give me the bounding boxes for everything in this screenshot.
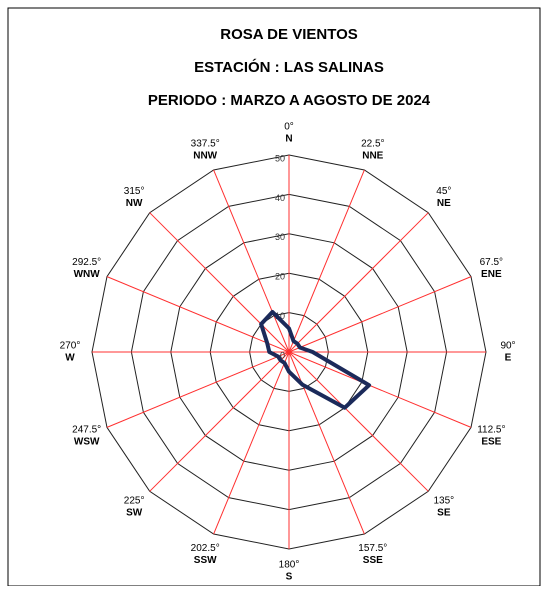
direction-label: NNW [193,150,217,161]
direction-label: W [65,353,75,364]
direction-label: SSW [194,555,217,566]
direction-label: NE [437,198,451,209]
spoke [106,351,290,428]
tick-label: 50 [275,153,285,163]
chart-period: PERIODO : MARZO A AGOSTO DE 2024 [148,92,431,109]
direction-label: E [505,353,512,364]
chart-subtitle: ESTACIÓN : LAS SALINAS [194,58,384,76]
spoke [288,351,472,428]
direction-label: N [285,134,292,145]
tick-label: 30 [275,232,285,242]
frame [7,7,541,587]
direction-label: SE [437,507,451,518]
series-line [259,309,372,410]
direction-label: NNE [362,150,383,161]
angle-label: 0° [284,122,294,133]
spoke [288,276,472,353]
angle-label: 225° [124,495,145,506]
angle-label: 67.5° [480,257,503,268]
tick-label: 40 [275,193,285,203]
spoke [106,276,290,353]
direction-label: ESE [481,436,501,447]
direction-label: WNW [74,269,101,280]
spoke [288,212,429,353]
tick-label: 20 [275,272,285,282]
tick-label: 10 [275,311,285,321]
direction-label: S [286,572,293,583]
angle-label: 315° [124,186,145,197]
angle-label: 202.5° [191,543,220,554]
spoke [149,351,290,492]
direction-label: WSW [74,436,100,447]
angle-label: 337.5° [191,138,220,149]
spoke [288,169,365,353]
direction-label: ENE [481,269,502,280]
angle-label: 22.5° [361,138,384,149]
angle-label: 112.5° [477,424,505,435]
spoke [213,351,290,535]
direction-label: SW [126,507,143,518]
angle-label: 292.5° [72,257,101,268]
angle-label: 157.5° [358,543,387,554]
spoke [213,169,290,353]
angle-label: 180° [279,560,300,571]
tick-label: 0 [280,350,285,360]
spoke [288,351,429,492]
spoke [149,212,290,353]
angle-label: 270° [60,341,81,352]
angle-label: 247.5° [72,424,101,435]
chart-title: ROSA DE VIENTOS [220,26,358,43]
angle-label: 45° [436,186,451,197]
direction-label: NW [126,198,143,209]
angle-label: 90° [500,341,515,352]
angle-label: 135° [434,495,455,506]
direction-label: SSE [363,555,383,566]
